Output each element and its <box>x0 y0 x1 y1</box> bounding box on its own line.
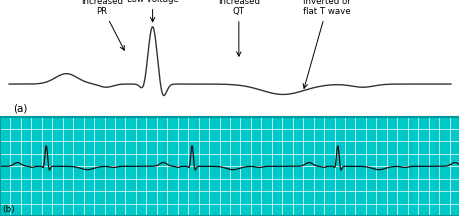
Text: Inverted or
flat T wave: Inverted or flat T wave <box>302 0 350 88</box>
Text: (a): (a) <box>13 103 28 113</box>
Text: Increased
PR: Increased PR <box>81 0 124 50</box>
Text: Low voltage: Low voltage <box>126 0 178 22</box>
Text: (b): (b) <box>2 205 15 214</box>
Text: Increased
QT: Increased QT <box>218 0 259 56</box>
